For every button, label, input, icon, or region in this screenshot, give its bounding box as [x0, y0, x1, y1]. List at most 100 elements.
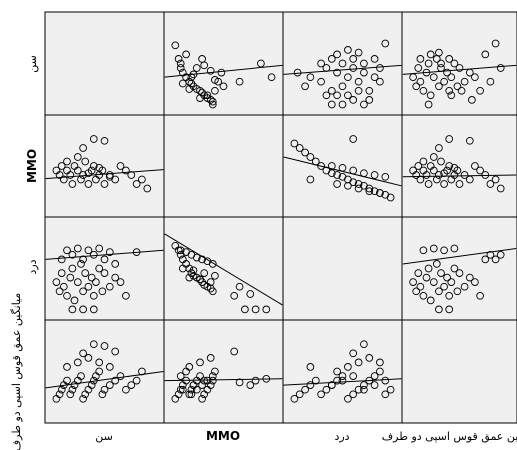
- point-r3-c1: [185, 390, 194, 399]
- point-r2-c0: [59, 282, 68, 291]
- point-r2-c3: [424, 264, 433, 273]
- point-r3-c2: [306, 363, 315, 371]
- point-r0-c1: [235, 77, 244, 86]
- point-r1-c2: [381, 172, 390, 181]
- point-r1-c2: [333, 171, 341, 179]
- point-r3-c0: [132, 376, 141, 385]
- point-r3-c2: [344, 394, 352, 403]
- point-r0-c1: [192, 64, 201, 72]
- point-r0-c2: [306, 73, 315, 82]
- cell-r1-c1: [163, 114, 284, 218]
- point-r3-c2: [333, 367, 341, 376]
- point-r3-c0: [122, 385, 130, 394]
- point-r2-c0: [79, 255, 87, 264]
- point-r3-c0: [95, 358, 104, 367]
- point-r1-c0: [55, 171, 64, 179]
- point-r2-c0: [122, 291, 130, 300]
- point-r3-c1: [206, 354, 215, 362]
- cell-r1-c3: [401, 114, 517, 218]
- point-r2-c3: [445, 291, 454, 300]
- point-r3-c1: [196, 358, 204, 367]
- point-r3-c0: [79, 349, 87, 358]
- point-r1-c3: [414, 162, 423, 170]
- point-r2-c3: [414, 269, 423, 277]
- point-r2-c3: [481, 255, 490, 264]
- point-r3-c2: [301, 385, 309, 394]
- point-r0-c1: [257, 59, 265, 68]
- point-r3-c1: [187, 385, 196, 394]
- point-r0-c2: [322, 64, 331, 72]
- point-r3-c2: [365, 376, 374, 385]
- point-r1-c2: [317, 162, 325, 170]
- cell-r3-c1: [163, 319, 284, 424]
- point-r2-c1: [196, 275, 204, 284]
- point-r0-c2: [327, 86, 336, 95]
- point-r2-c3: [409, 278, 417, 286]
- point-r2-c1: [241, 305, 249, 314]
- point-r3-c1: [211, 367, 219, 376]
- point-r2-c0: [100, 269, 109, 277]
- point-r1-c2: [349, 135, 358, 143]
- point-r1-c3: [437, 157, 445, 166]
- row-label-2: درد: [26, 259, 39, 274]
- point-r2-c0: [84, 246, 93, 255]
- point-r0-c1: [182, 50, 190, 59]
- point-r3-c0: [116, 372, 125, 380]
- point-r1-c0: [73, 153, 82, 161]
- point-r0-c3: [435, 82, 443, 91]
- point-r0-c3: [435, 48, 443, 57]
- point-r3-c2: [322, 385, 331, 394]
- point-r1-c0: [59, 175, 68, 184]
- point-r2-c1: [230, 291, 239, 300]
- matrix-labels: سن MMO درد میانگین عمق قوس اسپی دو طرف س…: [10, 55, 517, 450]
- point-r1-c3: [476, 166, 484, 175]
- point-r1-c2: [370, 187, 379, 196]
- cell-r0-c0: [44, 11, 165, 116]
- point-r2-c0: [63, 291, 71, 300]
- point-r1-c3: [445, 162, 454, 170]
- point-r1-c0: [81, 157, 90, 166]
- point-r1-c3: [435, 144, 443, 152]
- point-r2-c3: [445, 305, 454, 314]
- fit-line-r0-c2: [283, 64, 402, 75]
- point-r3-c0: [111, 376, 120, 385]
- point-r0-c1: [176, 59, 185, 68]
- point-r0-c1: [217, 68, 226, 77]
- point-r2-c3: [419, 291, 428, 300]
- point-r1-c3: [429, 166, 438, 175]
- cell-r1-c2: [282, 114, 403, 218]
- point-r3-c1: [235, 378, 244, 387]
- point-r0-c2: [338, 59, 347, 68]
- point-r2-c1: [208, 260, 217, 268]
- point-r0-c3: [481, 50, 490, 59]
- point-r1-c0: [100, 136, 109, 145]
- point-r3-c0: [73, 358, 82, 367]
- point-r0-c2: [354, 86, 363, 95]
- point-r3-c2: [349, 390, 358, 399]
- point-r3-c0: [138, 367, 146, 376]
- point-r2-c1: [178, 264, 187, 273]
- point-r0-c1: [211, 86, 219, 95]
- point-r0-c2: [354, 77, 363, 86]
- point-r1-c2: [344, 181, 352, 190]
- point-r0-c1: [178, 79, 187, 88]
- point-r0-c2: [349, 64, 358, 72]
- point-r2-c3: [440, 246, 448, 255]
- point-r3-c0: [77, 372, 85, 380]
- point-r0-c3: [424, 100, 433, 109]
- fit-line-r2-c0: [45, 249, 164, 260]
- point-r0-c1: [189, 70, 198, 79]
- point-r3-c2: [354, 358, 363, 367]
- point-r3-c1: [203, 376, 212, 385]
- point-r3-c1: [208, 372, 217, 380]
- point-r0-c2: [338, 100, 347, 109]
- point-r1-c0: [127, 171, 136, 179]
- point-r3-c2: [338, 372, 347, 380]
- cell-r2-c2: [282, 216, 403, 321]
- point-r1-c3: [440, 180, 448, 188]
- point-r0-c3: [437, 59, 445, 68]
- point-r0-c3: [447, 91, 456, 100]
- cell-r2-c0: [44, 216, 165, 321]
- point-r3-c1: [178, 385, 187, 394]
- point-r0-c3: [443, 68, 451, 77]
